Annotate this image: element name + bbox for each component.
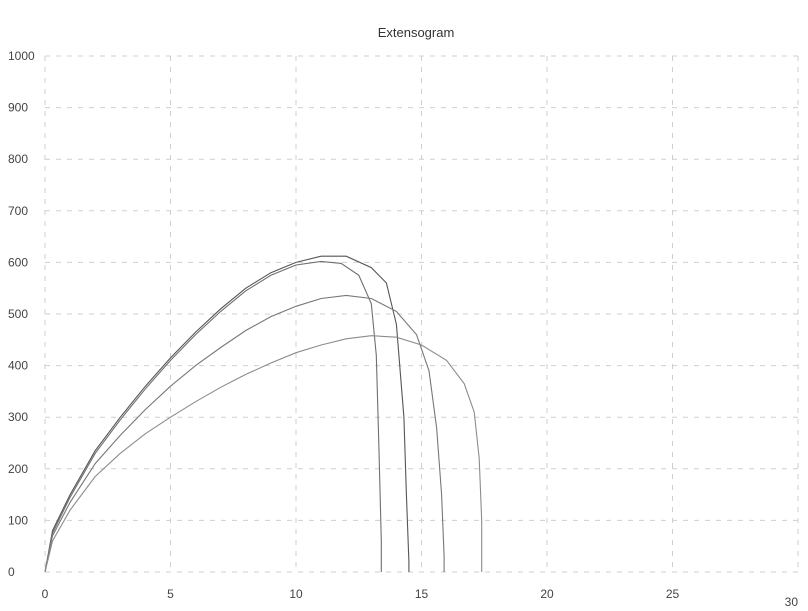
y-tick-label: 800 xyxy=(8,152,28,166)
y-tick-label: 0 xyxy=(8,565,15,579)
series-layer xyxy=(44,255,483,573)
grid-layer xyxy=(44,55,799,573)
y-tick-label: 700 xyxy=(8,204,28,218)
chart-title: Extensogram xyxy=(378,25,455,40)
tick-layer: 0 100 200 300 400 500 600 700 800 900 1000 0 5 10 15 20… xyxy=(8,49,798,609)
y-tick-label: 500 xyxy=(8,307,28,321)
x-tick-label: 10 xyxy=(289,587,303,601)
y-tick-label: 300 xyxy=(8,410,28,424)
y-tick-label: 600 xyxy=(8,255,28,269)
series-line-4 xyxy=(44,335,483,573)
series-line-2 xyxy=(44,260,382,573)
y-tick-label: 900 xyxy=(8,101,28,115)
y-tick-label: 1000 xyxy=(8,49,35,63)
series-line-3 xyxy=(44,294,445,573)
y-tick-label: 100 xyxy=(8,513,28,527)
x-tick-label: 15 xyxy=(415,587,429,601)
x-tick-label: 5 xyxy=(167,587,174,601)
x-tick-label: 30 xyxy=(785,595,799,609)
y-tick-label: 200 xyxy=(8,462,28,476)
x-tick-label: 0 xyxy=(42,587,49,601)
series-line-1 xyxy=(44,255,410,573)
y-tick-label: 400 xyxy=(8,359,28,373)
x-tick-label: 20 xyxy=(540,587,554,601)
x-tick-label: 25 xyxy=(666,587,680,601)
